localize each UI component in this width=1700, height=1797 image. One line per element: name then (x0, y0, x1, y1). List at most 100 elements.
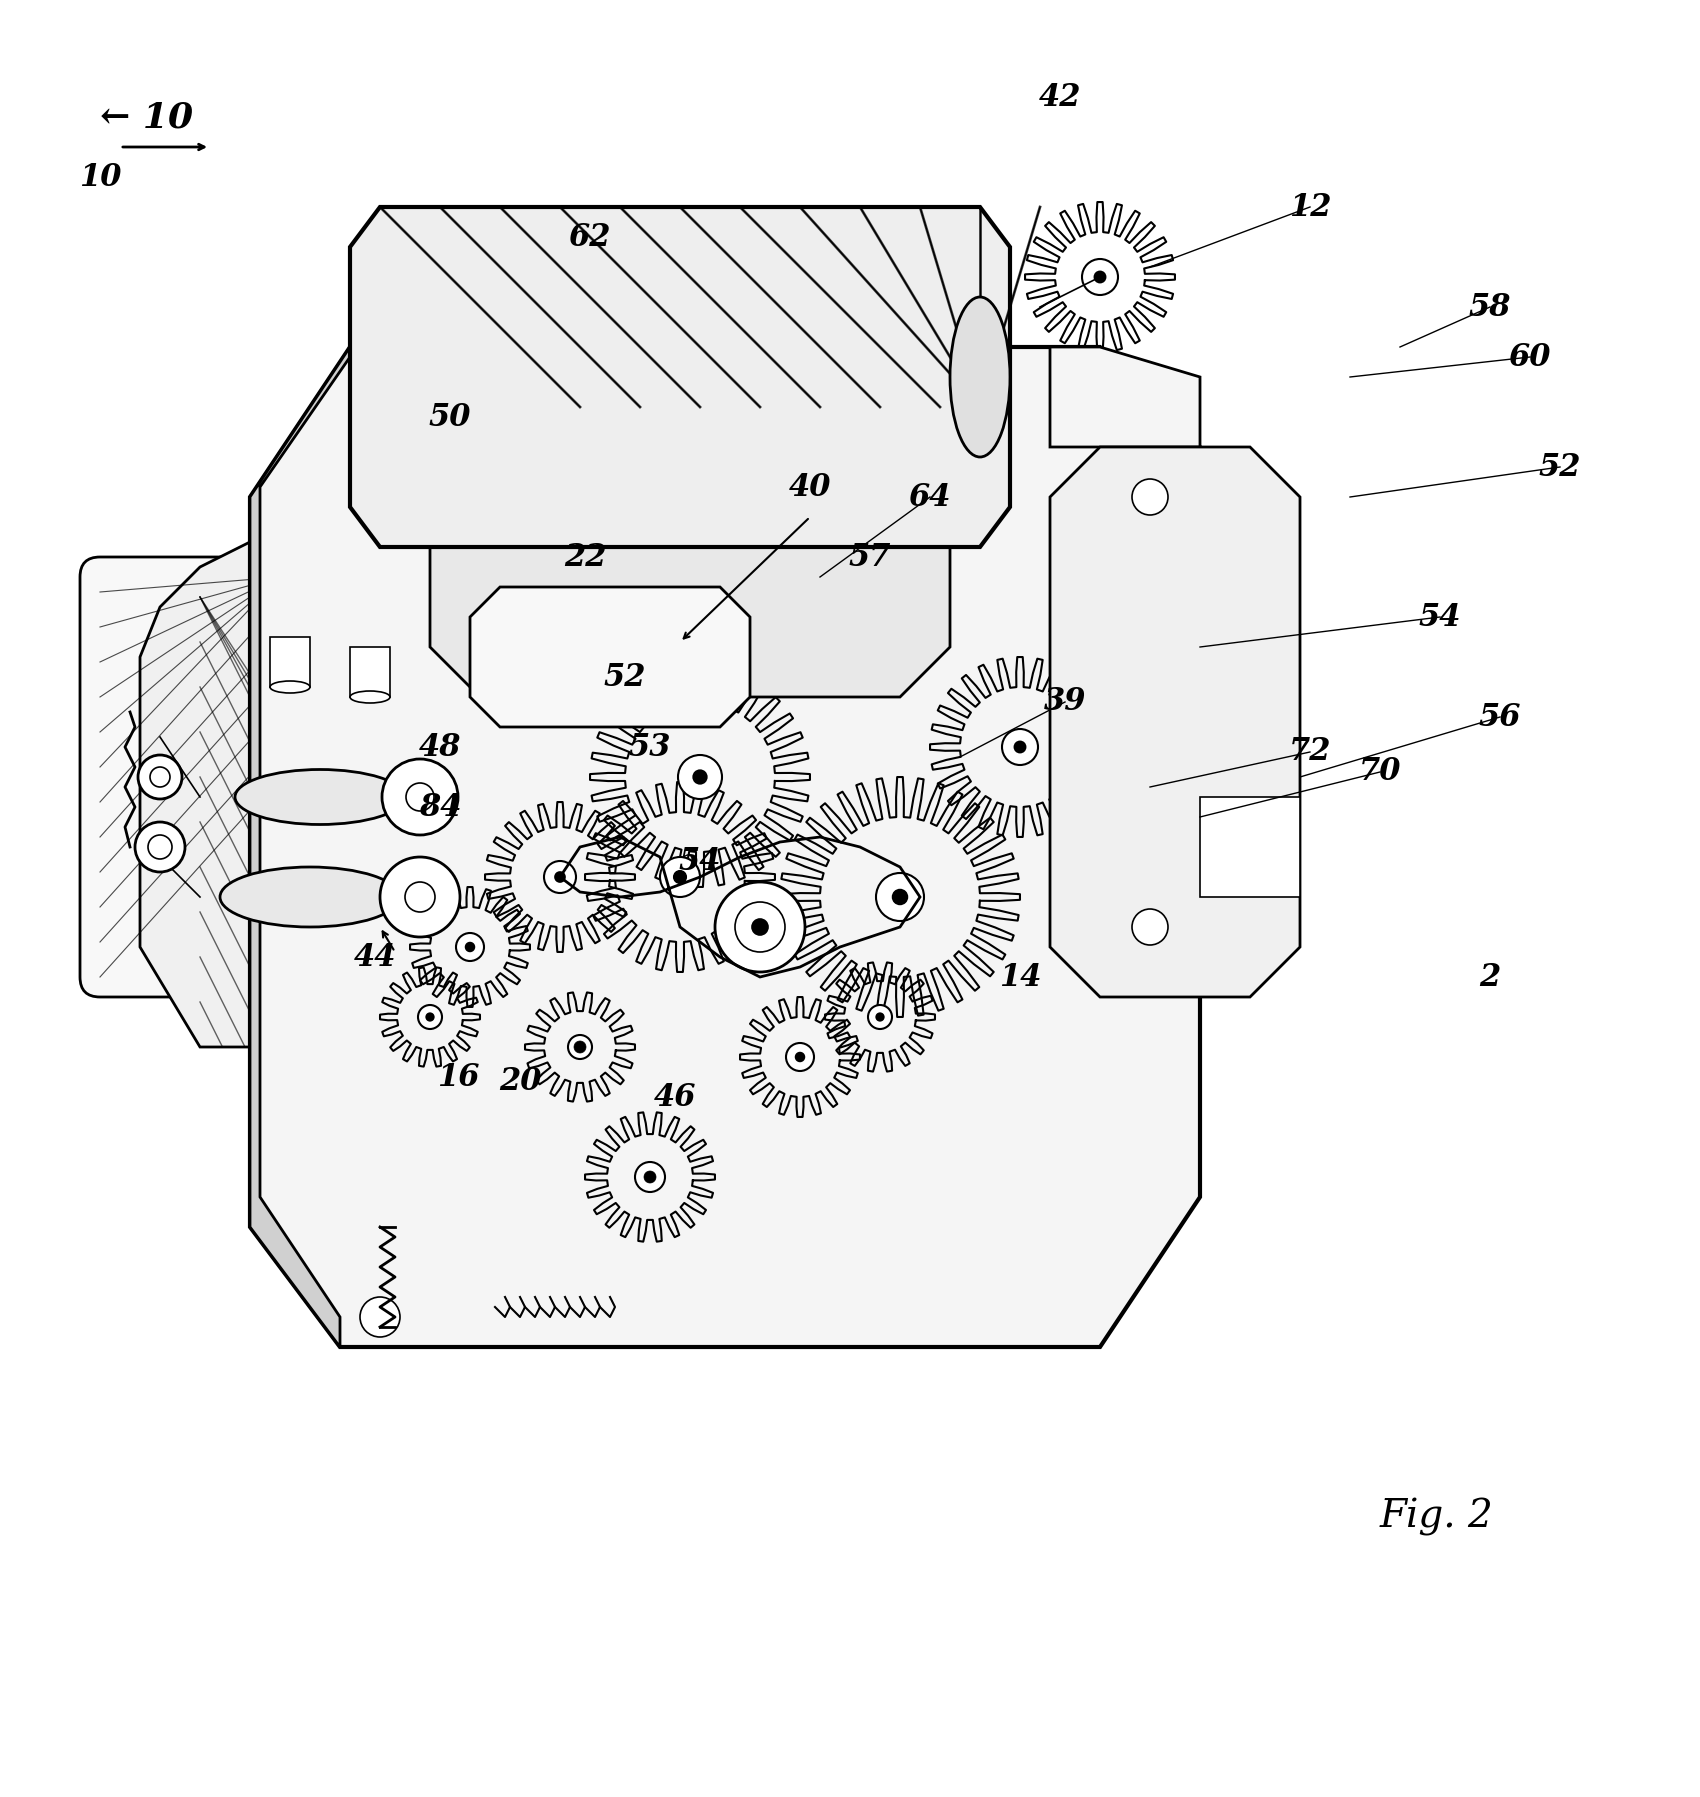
Circle shape (576, 1044, 583, 1051)
Polygon shape (250, 347, 1200, 1348)
Circle shape (360, 1297, 399, 1337)
Circle shape (869, 1005, 893, 1030)
Polygon shape (585, 782, 775, 972)
Polygon shape (1051, 447, 1300, 997)
Text: 48: 48 (418, 731, 461, 762)
Circle shape (150, 767, 170, 787)
Circle shape (544, 861, 576, 893)
Circle shape (405, 882, 435, 913)
Polygon shape (1200, 798, 1301, 897)
Text: 53: 53 (629, 731, 672, 762)
Circle shape (1132, 909, 1168, 945)
Circle shape (694, 771, 707, 783)
Circle shape (556, 872, 564, 882)
Polygon shape (740, 997, 860, 1118)
Circle shape (530, 358, 570, 397)
Circle shape (751, 918, 768, 934)
Circle shape (646, 1172, 654, 1181)
Polygon shape (270, 636, 309, 686)
Ellipse shape (950, 297, 1010, 456)
Text: 64: 64 (910, 482, 952, 512)
Text: 84: 84 (418, 791, 461, 823)
Text: ← 10: ← 10 (100, 101, 194, 135)
Polygon shape (484, 801, 636, 952)
Text: 22: 22 (564, 541, 607, 573)
Circle shape (418, 1005, 442, 1030)
Text: 46: 46 (654, 1082, 697, 1112)
Circle shape (892, 890, 908, 904)
Text: 56: 56 (1479, 701, 1522, 733)
Polygon shape (410, 888, 530, 1006)
FancyBboxPatch shape (144, 192, 1504, 1601)
Ellipse shape (219, 866, 400, 927)
Circle shape (894, 891, 906, 904)
Circle shape (876, 873, 925, 922)
Polygon shape (1051, 347, 1200, 447)
Circle shape (394, 392, 445, 442)
Circle shape (796, 1053, 804, 1062)
Polygon shape (585, 1112, 716, 1242)
Circle shape (1015, 742, 1025, 753)
Polygon shape (1025, 201, 1175, 352)
Polygon shape (590, 667, 809, 888)
Circle shape (673, 872, 687, 882)
Text: 52: 52 (604, 661, 646, 692)
Text: 60: 60 (1508, 341, 1550, 372)
Text: 70: 70 (1358, 757, 1401, 787)
Polygon shape (780, 776, 1020, 1017)
Circle shape (644, 1172, 656, 1182)
Text: 2: 2 (1479, 961, 1501, 992)
Polygon shape (930, 658, 1110, 837)
Circle shape (694, 771, 705, 783)
Polygon shape (139, 527, 510, 1048)
Circle shape (678, 755, 722, 800)
Text: 14: 14 (998, 961, 1040, 992)
Polygon shape (250, 347, 350, 1348)
Text: 20: 20 (498, 1066, 541, 1098)
Circle shape (1095, 271, 1105, 282)
Text: 16: 16 (437, 1062, 479, 1093)
Text: 50: 50 (428, 401, 471, 433)
Circle shape (381, 857, 461, 936)
Text: 62: 62 (570, 221, 612, 253)
Text: 54: 54 (678, 846, 721, 877)
FancyBboxPatch shape (80, 557, 299, 997)
Circle shape (1081, 259, 1119, 295)
Circle shape (660, 857, 700, 897)
Circle shape (636, 1163, 665, 1191)
Polygon shape (824, 963, 935, 1071)
Circle shape (1132, 480, 1168, 516)
Polygon shape (381, 967, 479, 1067)
Circle shape (1001, 730, 1039, 766)
Text: 72: 72 (1289, 737, 1331, 767)
Polygon shape (430, 347, 950, 697)
Circle shape (360, 358, 399, 397)
Text: 40: 40 (789, 471, 831, 503)
Polygon shape (350, 647, 389, 697)
Text: 52: 52 (1538, 451, 1581, 483)
Circle shape (575, 1040, 586, 1053)
Circle shape (148, 836, 172, 859)
Ellipse shape (270, 681, 309, 694)
Circle shape (877, 1014, 884, 1021)
Circle shape (673, 872, 687, 882)
Circle shape (134, 821, 185, 872)
Circle shape (427, 1014, 434, 1021)
Text: 39: 39 (1044, 686, 1086, 717)
Circle shape (785, 1042, 814, 1071)
Text: 42: 42 (1039, 81, 1081, 113)
Circle shape (729, 358, 770, 397)
Text: 54: 54 (1420, 602, 1462, 633)
Text: 12: 12 (1289, 192, 1331, 223)
Polygon shape (350, 207, 1010, 546)
Circle shape (654, 392, 706, 442)
Text: 57: 57 (848, 541, 891, 573)
Text: 44: 44 (354, 942, 396, 972)
Circle shape (466, 943, 474, 951)
Circle shape (456, 933, 484, 961)
Circle shape (382, 758, 457, 836)
Circle shape (406, 783, 434, 810)
Circle shape (568, 1035, 592, 1058)
Ellipse shape (350, 692, 389, 703)
Circle shape (138, 755, 182, 800)
